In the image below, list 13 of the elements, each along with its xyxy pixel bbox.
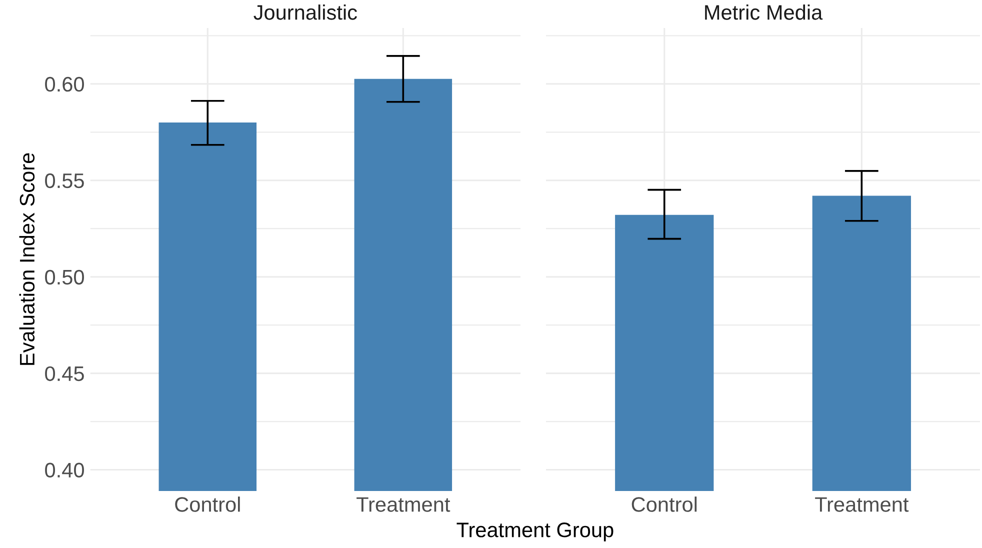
- y-tick-label: 0.40: [45, 462, 84, 478]
- y-tick-label: 0.55: [45, 173, 84, 188]
- x-tick-label: Control: [632, 496, 697, 512]
- y-tick-label: 0.45: [45, 366, 84, 382]
- x-tick-label: Treatment: [356, 497, 450, 512]
- y-axis-title: Evaluation Index Score: [19, 153, 35, 365]
- chart-title: Metric Media: [705, 4, 823, 20]
- y-tick-label: 0.60: [45, 76, 84, 92]
- chart-title: Journalistic: [254, 4, 357, 20]
- x-axis-title: Treatment Group: [456, 522, 614, 542]
- x-tick-label: Treatment: [815, 497, 909, 512]
- x-tick-label: Control: [175, 496, 240, 512]
- y-tick-label: 0.50: [45, 270, 84, 285]
